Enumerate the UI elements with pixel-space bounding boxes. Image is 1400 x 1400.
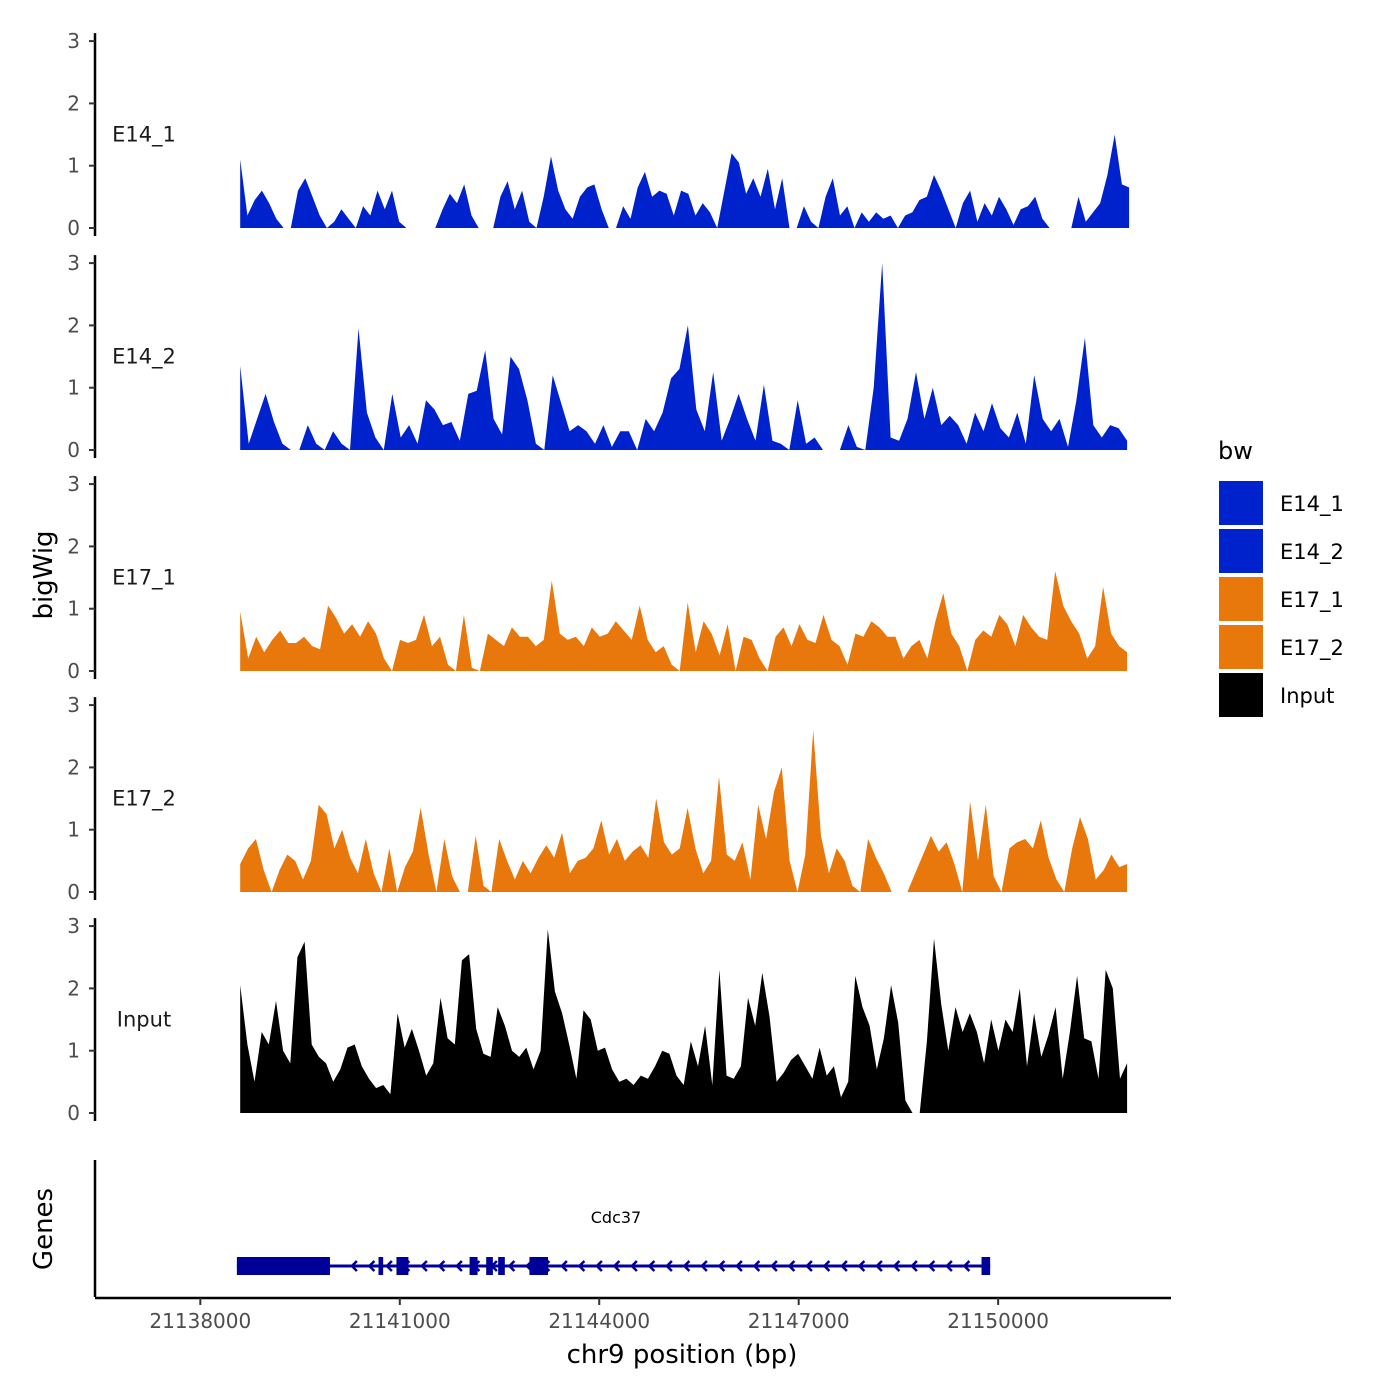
strand-arrow	[420, 1260, 428, 1272]
strand-arrow	[927, 1260, 936, 1272]
signal-area-E17_1	[240, 571, 1128, 671]
y-tick-label: 1	[67, 597, 80, 621]
strand-arrow	[595, 1260, 603, 1272]
strand-arrow	[630, 1260, 638, 1272]
legend-key-E17_2	[1217, 623, 1265, 671]
y-tick-label: 0	[67, 438, 80, 462]
y-tick-label: 2	[67, 534, 80, 558]
y-axis-title: bigWig	[29, 530, 59, 619]
strand-arrow	[560, 1260, 568, 1272]
strand-arrow	[735, 1260, 743, 1272]
y-tick-label: 2	[67, 755, 80, 779]
y-tick-label: 0	[67, 1101, 80, 1125]
gene-label: Cdc37	[591, 1208, 641, 1227]
strand-arrow	[752, 1260, 761, 1272]
strand-arrow	[822, 1260, 831, 1272]
panel-Input: 0 1 2 3 Input	[67, 914, 1128, 1125]
strand-arrow	[857, 1260, 866, 1272]
track-label: E17_2	[112, 787, 176, 812]
panel-E14_1: 0 1 2 3 E14_1	[67, 29, 1130, 240]
legend-key-E17_1	[1217, 575, 1265, 623]
strand-arrow	[367, 1260, 376, 1272]
strand-arrow	[577, 1260, 586, 1272]
strand-arrow	[507, 1260, 516, 1272]
exon-block	[469, 1257, 478, 1275]
x-axis: 21138000 21141000 21144000 21147000 21150000	[95, 1296, 1171, 1333]
legend-label: E17_2	[1280, 636, 1344, 661]
y-tick-label: 0	[67, 880, 80, 904]
exon-block	[498, 1257, 505, 1275]
track-label: Input	[117, 1008, 171, 1032]
strand-arrow	[840, 1260, 848, 1272]
strand-arrow	[385, 1260, 393, 1272]
panel-E14_2: 0 1 2 3 E14_2	[67, 251, 1128, 462]
signal-area-E14_2	[240, 263, 1128, 450]
legend-label: Input	[1280, 684, 1334, 708]
y-tick-label: 1	[67, 818, 80, 842]
legend-label: E14_1	[1280, 492, 1344, 517]
gene-track: Cdc37	[93, 1160, 991, 1297]
x-tick-label: 21150000	[947, 1309, 1049, 1333]
exon-block	[396, 1257, 409, 1275]
legend-label: E17_1	[1280, 588, 1344, 613]
strand-arrow	[945, 1260, 953, 1272]
x-tick-label: 21138000	[149, 1309, 251, 1333]
strand-arrow	[717, 1260, 726, 1272]
y-tick-label: 3	[67, 914, 80, 938]
panel-E17_2: 0 1 2 3 E17_2	[67, 693, 1128, 904]
strand-arrow	[962, 1260, 971, 1272]
x-tick-label: 21147000	[748, 1309, 850, 1333]
strand-arrow	[350, 1260, 358, 1272]
legend-title: bw	[1218, 437, 1253, 465]
track-label: E17_1	[112, 566, 176, 591]
exon-block	[378, 1257, 384, 1275]
track-label: E14_2	[112, 345, 176, 370]
strand-arrow	[612, 1260, 621, 1272]
x-axis-title: chr9 position (bp)	[567, 1340, 798, 1370]
y-tick-label: 1	[67, 154, 80, 178]
y-tick-label: 1	[67, 376, 80, 400]
x-tick-label: 21144000	[548, 1309, 650, 1333]
x-tick-label: 21141000	[349, 1309, 451, 1333]
legend: E14_1 E14_2 E17_1 E17_2 Input	[1217, 479, 1344, 719]
strand-arrow	[875, 1260, 883, 1272]
y-tick-label: 1	[67, 1039, 80, 1063]
y-tick-label: 3	[67, 29, 80, 53]
strand-arrow	[665, 1260, 673, 1272]
strand-arrow	[805, 1260, 813, 1272]
legend-key-E14_1	[1217, 479, 1265, 527]
strand-arrow	[770, 1260, 778, 1272]
signal-area-Input	[240, 929, 1128, 1113]
y-tick-label: 2	[67, 91, 80, 115]
strand-arrow	[437, 1260, 446, 1272]
y-tick-label: 3	[67, 251, 80, 275]
signal-area-E14_1	[240, 134, 1130, 228]
exon-block	[236, 1257, 330, 1275]
legend-label: E14_2	[1280, 540, 1344, 565]
legend-key-Input	[1217, 671, 1265, 719]
y-tick-label: 3	[67, 472, 80, 496]
strand-arrow	[700, 1260, 708, 1272]
y-tick-label: 0	[67, 216, 80, 240]
strand-arrow	[455, 1260, 463, 1272]
y-tick-label: 2	[67, 976, 80, 1000]
y-tick-label: 0	[67, 659, 80, 683]
legend-key-E14_2	[1217, 527, 1265, 575]
track-label: E14_1	[112, 123, 176, 148]
gene-track-title: Genes	[29, 1188, 59, 1270]
strand-arrow	[682, 1260, 691, 1272]
exon-block	[486, 1257, 493, 1275]
y-tick-label: 2	[67, 313, 80, 337]
y-tick-label: 3	[67, 693, 80, 717]
strand-arrow	[647, 1260, 656, 1272]
strand-arrow	[787, 1260, 796, 1272]
exon-block	[529, 1257, 549, 1275]
signal-area-E17_2	[240, 730, 1128, 892]
panel-E17_1: 0 1 2 3 E17_1	[67, 472, 1128, 683]
strand-arrow	[892, 1260, 901, 1272]
exon-block	[981, 1257, 991, 1275]
strand-arrow	[910, 1260, 918, 1272]
track-panels: 0 1 2 3 E14_1 0 1 2 3 E14_2 0 1 2 3 E17_1 0 1 2 3 E17_2 0 1 2 3…	[67, 29, 1130, 1125]
